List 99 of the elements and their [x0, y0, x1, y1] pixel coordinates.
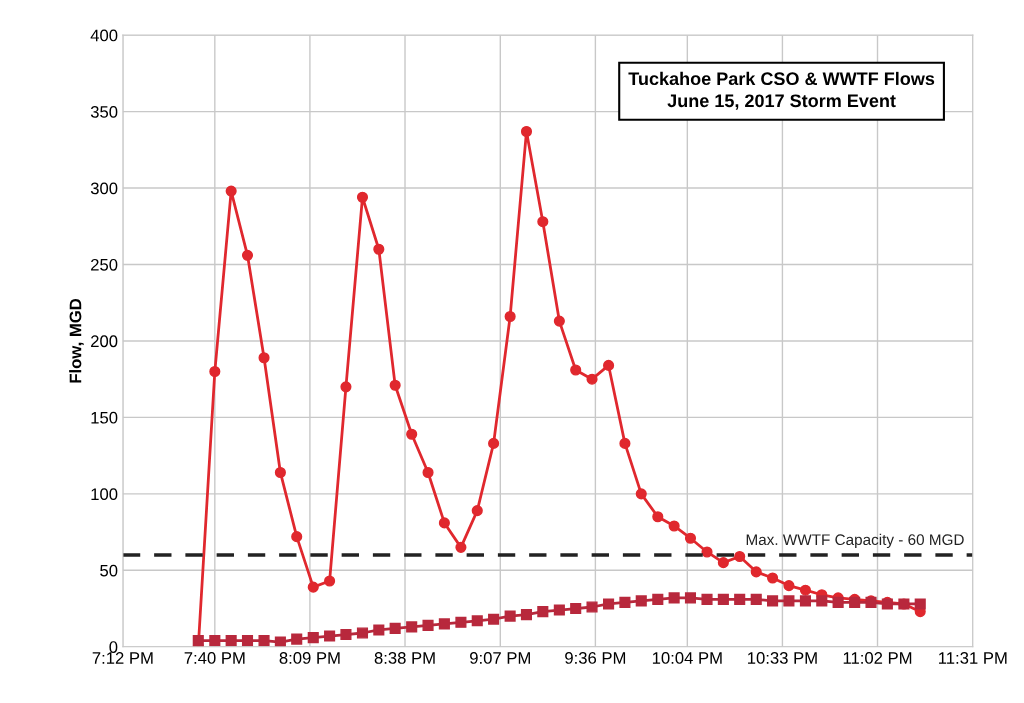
- y-tick-label: 200: [91, 335, 118, 348]
- x-tick-label: 7:12 PM: [92, 652, 153, 664]
- point: [717, 557, 729, 569]
- y-tick-label: 50: [100, 564, 118, 577]
- text: Tuckahoe Park CSO & WWTF Flows June 15, 2017 Storm Event: [628, 71, 935, 110]
- point: [406, 621, 418, 633]
- x-tick-label: 10:04 PM: [652, 652, 722, 664]
- point: [504, 310, 516, 323]
- point: [603, 598, 615, 610]
- point: [570, 364, 582, 376]
- point: [767, 595, 779, 607]
- y-tick-label: 300: [90, 182, 118, 195]
- y-tick-label: 250: [91, 258, 118, 271]
- point: [750, 566, 762, 578]
- x-tick-label: 8:38 PM: [374, 652, 435, 664]
- x-tick-label: 9:36 PM: [565, 652, 626, 664]
- point: [701, 593, 713, 605]
- point: [701, 546, 713, 558]
- point: [520, 125, 533, 138]
- point: [324, 575, 336, 587]
- point: [291, 633, 303, 645]
- point: [553, 315, 565, 327]
- point: [422, 466, 434, 479]
- point: [553, 604, 565, 616]
- point: [652, 593, 664, 605]
- point: [668, 592, 680, 604]
- point: [438, 517, 450, 529]
- point: [356, 191, 369, 203]
- point: [241, 249, 254, 261]
- point: [914, 598, 926, 610]
- point: [340, 381, 352, 393]
- point: [570, 602, 582, 615]
- point: [619, 437, 631, 449]
- point: [274, 466, 286, 479]
- point: [619, 596, 631, 608]
- y-tick-label: 100: [91, 488, 118, 501]
- point: [373, 624, 385, 636]
- point: [750, 593, 762, 605]
- point: [225, 635, 237, 647]
- x-tick-label: 9:07 PM: [470, 652, 530, 664]
- point: [455, 541, 467, 553]
- point: [307, 581, 319, 593]
- y-axis-title: Flow, MGD: [69, 298, 84, 383]
- x-tick-label: 7:40 PM: [184, 652, 245, 664]
- y-tick-label: 400: [90, 29, 118, 42]
- x-tick-label: 11:31 PM: [939, 652, 1007, 664]
- point: [488, 613, 500, 625]
- x-tick-label: 10:33 PM: [748, 652, 817, 664]
- point: [258, 635, 270, 647]
- point: [389, 379, 401, 391]
- point: [586, 601, 598, 613]
- point: [356, 627, 369, 639]
- point: [373, 243, 385, 255]
- y-tick-label: 150: [91, 411, 118, 424]
- point: [832, 596, 844, 608]
- point: [225, 185, 237, 197]
- point: [684, 532, 697, 544]
- point: [471, 615, 483, 627]
- point: [340, 628, 352, 641]
- point: [635, 488, 647, 500]
- point: [799, 584, 812, 596]
- point: [783, 580, 795, 592]
- point: [192, 635, 204, 647]
- point: [520, 609, 533, 621]
- point: [504, 610, 516, 622]
- point: [717, 593, 729, 605]
- point: [537, 216, 549, 228]
- point: [603, 359, 615, 371]
- point: [307, 632, 319, 644]
- y-tick-label: 0: [109, 641, 118, 653]
- point: [816, 595, 828, 607]
- point: [455, 616, 467, 628]
- point: [389, 622, 401, 634]
- point: [291, 531, 303, 543]
- point: [586, 373, 598, 385]
- point: [734, 593, 746, 605]
- point: [799, 595, 812, 607]
- point: [209, 635, 221, 647]
- ref-line-label: Max. WWTF Capacity - 60 MGD: [746, 533, 964, 549]
- x-tick-label: 8:09 PM: [279, 652, 340, 664]
- point: [668, 520, 680, 532]
- point: [422, 619, 434, 631]
- point: [488, 437, 500, 449]
- point: [258, 352, 270, 364]
- point: [209, 365, 221, 378]
- y-tick-label: 350: [90, 106, 118, 118]
- point: [438, 618, 450, 630]
- x-tick-label: 11:02 PM: [843, 652, 912, 664]
- point: [734, 550, 746, 563]
- point: [406, 428, 418, 440]
- point: [684, 592, 697, 604]
- point: [241, 635, 254, 647]
- point: [767, 572, 779, 584]
- point: [537, 606, 549, 618]
- point: [783, 595, 795, 607]
- point: [652, 511, 664, 523]
- point: [471, 505, 483, 517]
- point: [635, 595, 647, 607]
- point: [324, 630, 336, 642]
